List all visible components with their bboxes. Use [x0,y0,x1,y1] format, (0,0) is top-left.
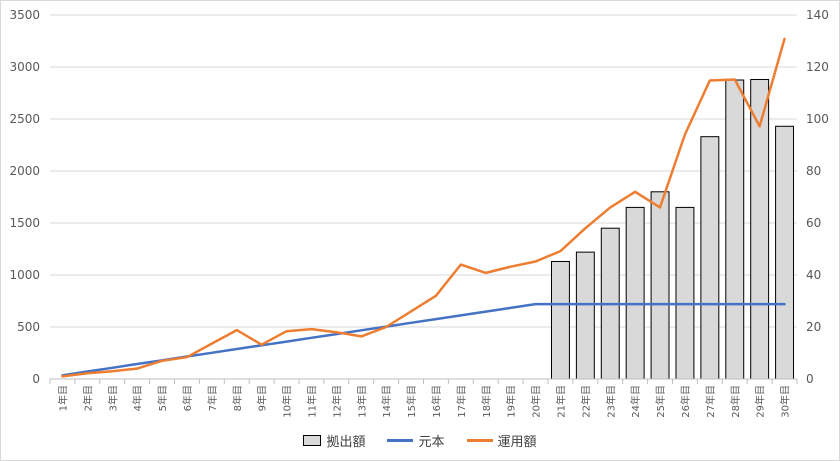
y-left-tick-label: 3000 [9,60,40,74]
x-tick-label: 29年目 [754,385,767,418]
legend: 拠出額 元本 運用額 [0,431,840,450]
x-tick-label: 30年目 [779,385,792,418]
y-left-tick-label: 1000 [9,268,40,282]
x-tick-label: 4年目 [131,385,144,411]
y-left-tick-label: 500 [17,320,40,334]
legend-item-principal: 元本 [387,431,445,450]
x-tick-label: 25年目 [654,385,667,418]
y-right-tick-label: 80 [806,164,821,178]
y-right-tick-label: 40 [806,268,821,282]
x-tick-label: 21年目 [554,385,567,418]
x-tick-label: 7年目 [206,385,219,411]
x-tick-label: 28年目 [729,385,742,418]
x-tick-label: 17年目 [455,385,468,418]
legend-swatch-investment [466,439,493,442]
bar [700,136,720,380]
x-tick-label: 6年目 [181,385,194,411]
x-tick-label: 12年目 [330,385,343,418]
x-tick-label: 22年目 [579,385,592,418]
chart-plot: 0 500 1000 1500 2000 2500 3000 3500 0 20 40 60 80 100… [9,8,829,418]
x-tick-label: 26年目 [679,385,692,418]
y-left-tick-label: 3500 [9,8,40,22]
y-left-tick-label: 1500 [9,216,40,230]
x-tick-label: 3年目 [106,385,119,411]
x-tick-label: 24年目 [629,385,642,418]
bar [550,260,570,380]
legend-label-principal: 元本 [418,435,445,450]
x-tick-label: 10年目 [281,385,294,418]
x-tick-label: 5年目 [156,385,169,411]
x-tick-label: 1年目 [56,385,69,411]
bar [675,206,695,380]
x-tick-label: 15年目 [405,385,418,418]
x-tick-label: 13年目 [355,385,368,418]
bar [650,191,670,380]
y-left-tick-label: 2500 [9,112,40,126]
legend-swatch-principal [387,439,414,442]
x-tick-label: 2年目 [81,385,94,411]
x-tick-label: 14年目 [380,385,393,418]
x-tick-label: 19年目 [505,385,518,418]
x-tick-label: 18年目 [480,385,493,418]
legend-label-investment: 運用額 [497,435,537,450]
x-tick-label: 8年目 [231,385,244,411]
legend-item-contribution: 拠出額 [303,431,365,450]
y-right-tick-label: 20 [806,320,821,334]
x-tick-label: 20年目 [530,385,543,418]
bar [575,251,595,380]
y-right-tick-label: 120 [806,60,829,74]
x-tick-label: 11年目 [305,385,318,418]
y-left-tick-label: 2000 [9,164,40,178]
x-tick-label: 23年目 [604,385,617,418]
bar [775,125,795,380]
legend-item-investment: 運用額 [466,431,537,450]
y-right-tick-label: 60 [806,216,821,230]
bar [725,79,745,380]
x-tick-label: 16年目 [430,385,443,418]
y-right-tick-label: 100 [806,112,829,126]
x-tick-label: 9年目 [256,385,269,411]
x-tick-label: 27年目 [704,385,717,418]
series-line [61,37,786,378]
legend-label-contribution: 拠出額 [326,435,366,450]
y-right-tick-label: 140 [806,8,829,22]
y-right-tick-label: 0 [806,372,814,386]
legend-swatch-contribution [303,435,322,446]
bar [625,206,645,380]
y-left-tick-label: 0 [32,372,40,386]
